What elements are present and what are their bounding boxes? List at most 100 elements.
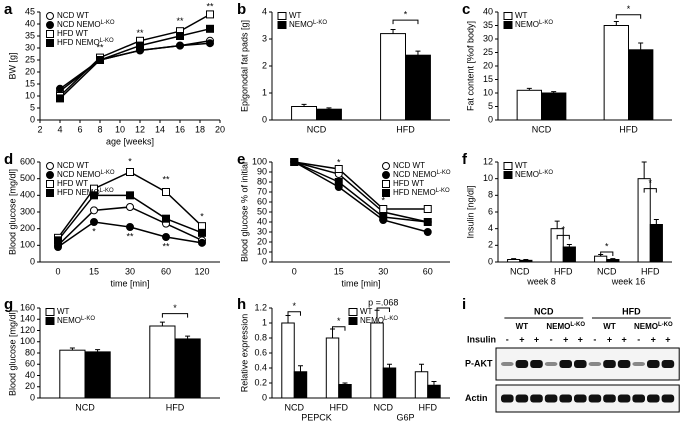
bar <box>414 371 429 399</box>
label-text: WT <box>603 322 616 331</box>
treatment-sign: + <box>651 334 656 344</box>
x-tick-label: 30 <box>125 266 135 276</box>
y-tick-label: 60 <box>25 359 35 369</box>
data-point <box>423 228 432 236</box>
legend-swatch <box>348 317 358 325</box>
bar <box>149 325 176 399</box>
data-point <box>198 238 206 247</box>
label: NEMOL-KO <box>546 322 585 332</box>
y-tick-label: 100 <box>20 240 35 250</box>
blot-band <box>559 394 572 403</box>
significance: * <box>292 301 296 311</box>
y-tick-label: 5 <box>30 102 35 112</box>
panel-letter: g <box>4 296 13 313</box>
y-tick-label: 0 <box>30 256 35 266</box>
y-axis-label: Insulin [ng/dl] <box>465 185 475 238</box>
x-axis-label: time [min] <box>341 278 380 288</box>
label: WT <box>289 11 302 20</box>
label: HFD WT <box>57 29 88 38</box>
blot-band <box>530 394 543 403</box>
y-tick-label: 400 <box>20 190 35 200</box>
significance: * <box>627 4 631 14</box>
y-tick-label: 2 <box>488 240 493 250</box>
legend-marker <box>46 171 54 179</box>
error-bar <box>638 42 644 50</box>
series-line <box>294 161 428 210</box>
x-tick-label: 15 <box>334 266 344 276</box>
blot-band <box>588 362 602 366</box>
y-axis-label: Fat content [%of body] <box>465 21 475 111</box>
bar <box>370 322 384 399</box>
x-tick-label: NCD <box>532 124 552 134</box>
row-label: P-AKT <box>465 358 493 368</box>
label-text: NEMO <box>515 170 539 179</box>
bar <box>382 367 397 399</box>
bar <box>516 89 543 121</box>
label: NEMOL-KO <box>57 316 95 326</box>
data-point <box>423 205 432 213</box>
label-superscript: L-KO <box>101 170 115 176</box>
label-text: HFD NEMO <box>57 188 100 197</box>
y-tick-label: 40 <box>25 370 35 380</box>
group-label: HFD <box>622 306 641 316</box>
label-text: NEMO <box>546 322 570 331</box>
bar <box>519 259 533 263</box>
legend-marker <box>46 30 54 38</box>
significance: ** <box>176 16 184 26</box>
label: WT <box>603 322 616 331</box>
label: HFD WT <box>393 179 424 188</box>
data-point <box>54 243 62 251</box>
x-tick-label: NCD <box>285 402 305 412</box>
bar <box>562 246 576 263</box>
y-tick-label: 60 <box>257 196 267 206</box>
label: NEMOL-KO <box>515 170 553 180</box>
data-point <box>206 39 214 48</box>
significance: * <box>337 157 341 167</box>
bar <box>550 228 564 263</box>
label: WT <box>516 322 529 331</box>
legend-swatch <box>277 12 287 20</box>
bar <box>293 371 308 399</box>
y-tick-label: 4 <box>488 223 493 233</box>
x-tick-label: 60 <box>423 266 433 276</box>
label-text: HFD WT <box>57 179 88 188</box>
data-point <box>90 206 98 215</box>
y-tick-label: 600 <box>20 156 35 166</box>
panel-letter: h <box>237 296 246 313</box>
significance-bracket <box>392 19 419 25</box>
bar <box>594 255 608 263</box>
data-point <box>90 218 98 226</box>
y-tick-label: 3 <box>262 33 267 43</box>
y-tick-label: 15 <box>25 78 35 88</box>
label: NCD WT <box>57 11 89 20</box>
data-point <box>206 24 214 33</box>
label-text: WT <box>360 307 373 316</box>
x-tick-label: NCD <box>307 124 327 134</box>
significance: ** <box>162 241 170 251</box>
legend-marker <box>46 180 54 188</box>
data-point <box>206 10 214 19</box>
blot-band <box>530 360 543 368</box>
significance: * <box>404 9 408 19</box>
label-text: HFD WT <box>57 29 88 38</box>
y-tick-label: 35 <box>25 30 35 40</box>
label: NCD NEMOL-KO <box>57 20 115 30</box>
data-point <box>198 222 206 231</box>
legend-marker <box>46 39 54 47</box>
error-bar <box>390 29 396 34</box>
blot-band <box>501 362 514 366</box>
data-point <box>126 168 134 176</box>
y-tick-label: 50 <box>257 206 267 216</box>
panel-letter: c <box>462 1 470 18</box>
blot-band <box>515 394 529 403</box>
label: WT <box>57 307 70 316</box>
y-axis-label: Relative expression <box>239 314 249 393</box>
data-point <box>54 236 62 245</box>
bar <box>637 178 651 263</box>
label: HFD WT <box>57 179 88 188</box>
label: NEMOL-KO <box>634 322 673 332</box>
series-line <box>59 40 211 92</box>
error-bar <box>415 50 421 56</box>
y-tick-label: 20 <box>25 66 35 76</box>
treatment-sign: - <box>593 334 596 344</box>
